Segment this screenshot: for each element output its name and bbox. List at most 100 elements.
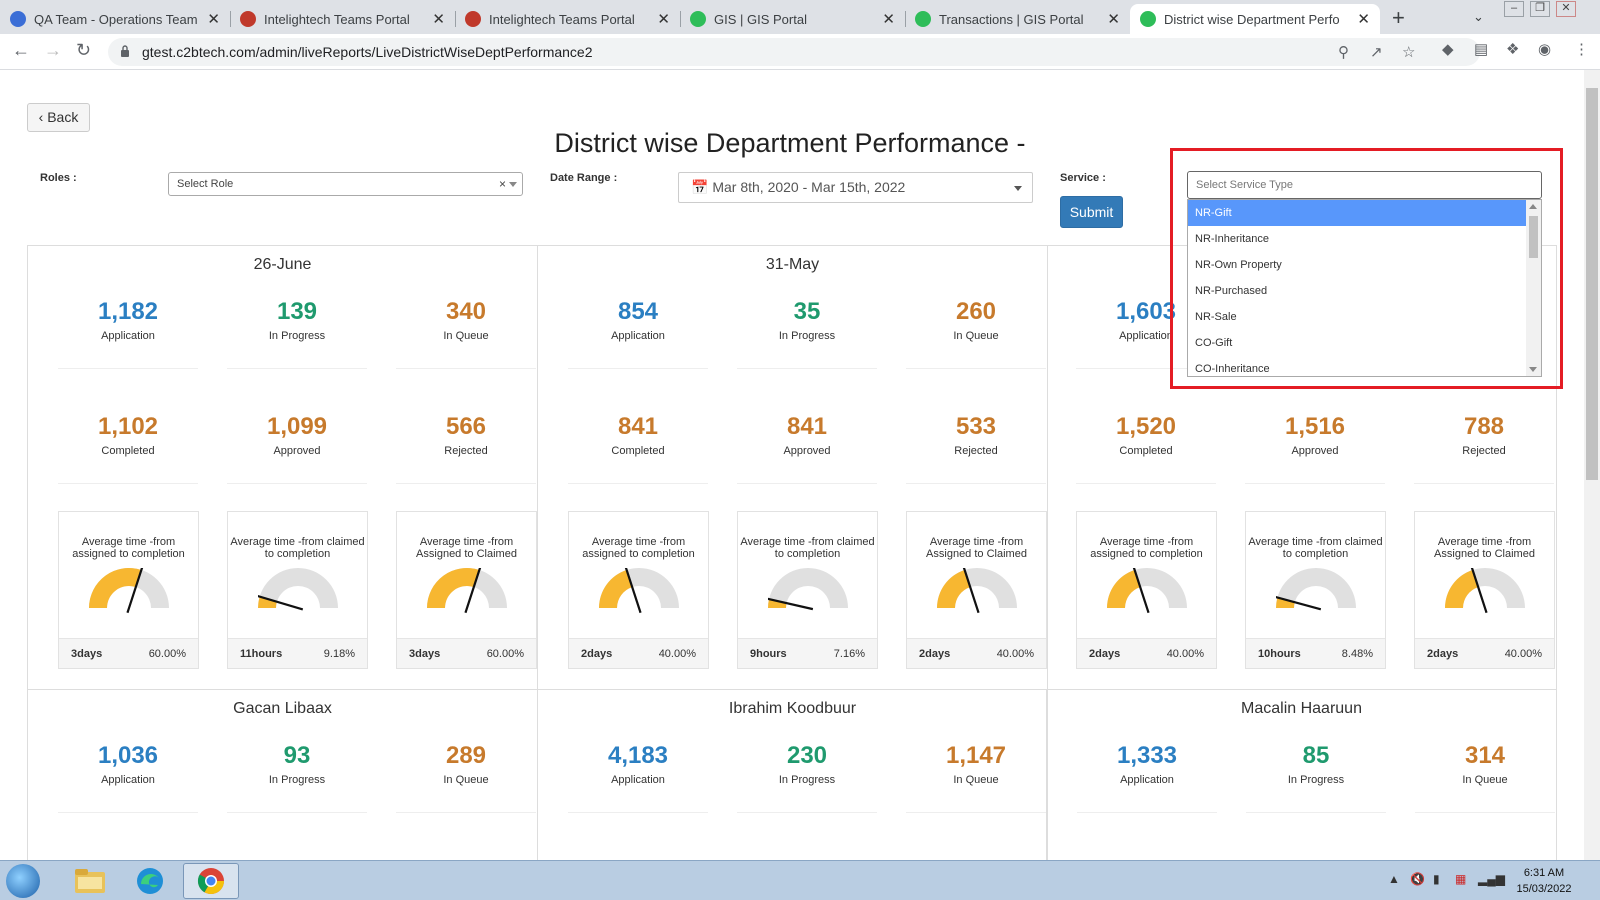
service-options-list: NR-Gift NR-Inheritance NR-Own Property NR-P… xyxy=(1187,199,1542,377)
tab-close-icon[interactable]: ✕ xyxy=(882,11,895,28)
tab-favicon-icon xyxy=(690,11,706,27)
gauge-needle xyxy=(126,568,144,614)
network-error-icon[interactable]: ▦ xyxy=(1455,872,1467,886)
service-search-input[interactable]: Select Service Type xyxy=(1187,171,1542,199)
omnibox[interactable]: gtest.c2btech.com/admin/liveReports/Live… xyxy=(108,38,1480,66)
service-list-scrollbar[interactable] xyxy=(1526,200,1541,376)
tab-search-icon[interactable]: ⌄ xyxy=(1473,9,1484,24)
gauge-card: Average time -from Assigned to Claimed 3d… xyxy=(396,511,537,669)
tab-close-icon[interactable]: ✕ xyxy=(1357,11,1370,28)
gauge-footer: 11hours 9.18% xyxy=(228,638,367,668)
stat-in-queue: 260 In Queue xyxy=(906,298,1046,369)
gauge-title: Average time -from Assigned to Claimed xyxy=(416,536,517,560)
share-icon[interactable]: ↗ xyxy=(1370,44,1383,61)
gauge-title: Average time -from assigned to completio… xyxy=(72,536,185,560)
district-card: Macalin Haaruun 1,333 Application 85 In Prog… xyxy=(1046,689,1557,860)
service-option[interactable]: NR-Sale xyxy=(1195,311,1237,323)
stat-rejected: 533 Rejected xyxy=(906,413,1046,484)
stat-value: 1,520 xyxy=(1115,413,1177,440)
gauge-time: 2days xyxy=(1089,648,1121,660)
window-close-button[interactable]: ✕ xyxy=(1556,1,1576,17)
browser-tab[interactable]: Intelightech Teams Portal ✕ xyxy=(455,4,680,34)
stat-value: 85 xyxy=(1302,742,1330,769)
stat-label: Approved xyxy=(273,445,321,457)
stat-value: 139 xyxy=(276,298,318,325)
stat-divider xyxy=(1076,483,1216,484)
stat-label: In Progress xyxy=(268,330,326,342)
zoom-icon[interactable]: ⚲ xyxy=(1338,44,1349,61)
url-text[interactable]: gtest.c2btech.com/admin/liveReports/Live… xyxy=(142,44,593,60)
gauge-footer: 10hours 8.48% xyxy=(1246,638,1385,668)
service-option[interactable]: NR-Own Property xyxy=(1195,259,1282,271)
chrome-icon[interactable] xyxy=(183,863,239,899)
stat-application: 854 Application xyxy=(568,298,708,369)
gauge-percent: 9.18% xyxy=(323,648,355,660)
stat-label: Completed xyxy=(1119,445,1173,457)
browser-tab[interactable]: Intelightech Teams Portal ✕ xyxy=(230,4,455,34)
new-tab-button[interactable]: + xyxy=(1392,5,1405,30)
stat-value: 841 xyxy=(786,413,828,440)
service-option[interactable]: NR-Gift xyxy=(1188,200,1527,226)
browser-tab[interactable]: QA Team - Operations Team Co ✕ xyxy=(0,4,230,34)
gauge-fill xyxy=(1276,597,1295,608)
gauge-card: Average time -from Assigned to Claimed 2d… xyxy=(906,511,1047,669)
tab-close-icon[interactable]: ✕ xyxy=(432,11,445,28)
minimize-button[interactable]: – xyxy=(1504,1,1524,17)
back-button[interactable]: ‹ Back xyxy=(27,103,90,132)
stat-in-progress: 139 In Progress xyxy=(227,298,367,369)
page-scroll-thumb[interactable] xyxy=(1586,88,1598,480)
extensions-puzzle-icon[interactable]: ❖ xyxy=(1506,41,1520,58)
browser-tab[interactable]: GIS | GIS Portal ✕ xyxy=(680,4,905,34)
service-option[interactable]: CO-Gift xyxy=(1195,337,1233,349)
tab-close-icon[interactable]: ✕ xyxy=(207,11,220,28)
submit-button[interactable]: Submit xyxy=(1060,196,1123,228)
restore-button[interactable]: ❐ xyxy=(1530,1,1550,17)
start-button[interactable] xyxy=(6,864,40,898)
role-select[interactable]: Select Role × xyxy=(168,172,523,196)
stat-divider xyxy=(1246,812,1386,813)
stat-value: 340 xyxy=(445,298,487,325)
browser-tab-bar: QA Team - Operations Team Co ✕ Intelightec… xyxy=(0,0,1600,34)
stat-application: 4,183 Application xyxy=(568,742,708,813)
extension-shield-icon[interactable]: ◆ xyxy=(1442,41,1454,58)
clipboard-icon[interactable]: ▤ xyxy=(1474,41,1489,58)
tab-close-icon[interactable]: ✕ xyxy=(657,11,670,28)
gauge-track xyxy=(768,568,848,608)
service-option[interactable]: CO-Inheritance xyxy=(1195,363,1270,375)
date-range-value: Mar 8th, 2020 - Mar 15th, 2022 xyxy=(712,179,906,195)
profile-avatar-icon[interactable]: ◉ xyxy=(1538,41,1552,58)
scroll-up-icon[interactable] xyxy=(1529,204,1537,209)
battery-icon[interactable]: ▮ xyxy=(1433,872,1440,886)
page-scrollbar[interactable] xyxy=(1584,70,1600,860)
service-option[interactable]: NR-Inheritance xyxy=(1195,233,1269,245)
reload-icon[interactable]: ↻ xyxy=(76,40,92,60)
clear-icon[interactable]: × xyxy=(498,177,506,191)
tab-close-icon[interactable]: ✕ xyxy=(1107,11,1120,28)
service-option[interactable]: NR-Purchased xyxy=(1195,285,1268,297)
back-arrow-icon[interactable]: ← xyxy=(12,40,30,60)
chevron-left-icon: ‹ xyxy=(38,109,44,125)
forward-arrow-icon[interactable]: → xyxy=(44,40,62,60)
bookmark-star-icon[interactable]: ☆ xyxy=(1402,44,1416,61)
gauge-percent: 40.00% xyxy=(1166,648,1204,660)
scroll-thumb[interactable] xyxy=(1529,216,1538,258)
district-card: 26-June 1,182 Application 139 In Progress 340… xyxy=(27,245,538,690)
browser-menu-icon[interactable]: ⋮ xyxy=(1574,41,1589,58)
volume-muted-icon[interactable]: 🔇 xyxy=(1410,872,1425,886)
stat-label: Application xyxy=(1119,330,1173,342)
edge-icon[interactable] xyxy=(122,863,178,899)
date-range-picker[interactable]: 📅 Mar 8th, 2020 - Mar 15th, 2022 xyxy=(678,172,1033,203)
scroll-down-icon[interactable] xyxy=(1529,367,1537,372)
file-explorer-icon[interactable] xyxy=(62,863,118,899)
stat-in-progress: 93 In Progress xyxy=(227,742,367,813)
gauge-title: Average time -from Assigned to Claimed xyxy=(926,536,1027,560)
stat-in-queue: 340 In Queue xyxy=(396,298,536,369)
system-clock[interactable]: 6:31 AM 15/03/2022 xyxy=(1516,867,1572,895)
signal-icon[interactable]: ▂▄▆ xyxy=(1478,872,1505,886)
browser-tab[interactable]: District wise Department Perfo ✕ xyxy=(1130,4,1380,34)
browser-tab[interactable]: Transactions | GIS Portal ✕ xyxy=(905,4,1130,34)
stat-label: Completed xyxy=(611,445,665,457)
gauge-footer: 2days 40.00% xyxy=(907,638,1046,668)
show-hidden-icons[interactable]: ▲ xyxy=(1388,872,1400,886)
stat-label: Application xyxy=(101,330,155,342)
